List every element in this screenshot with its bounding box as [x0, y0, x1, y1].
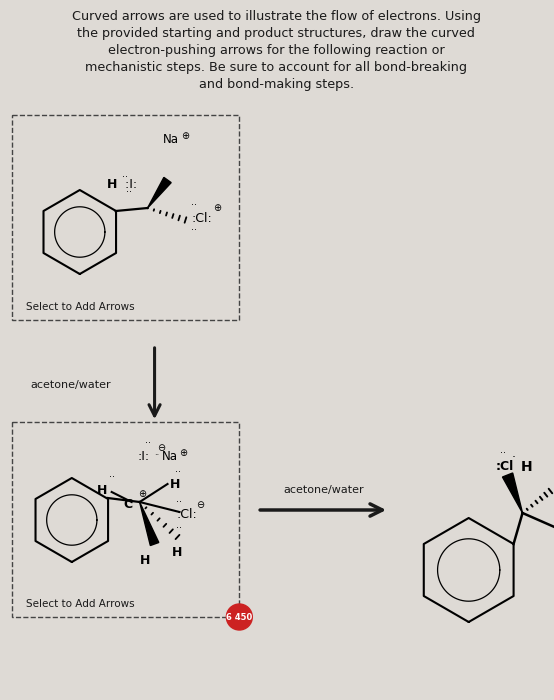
Text: Select to Add Arrows: Select to Add Arrows [26, 302, 135, 312]
Text: Select to Add Arrows: Select to Add Arrows [26, 599, 135, 609]
Text: ··: ·· [122, 172, 127, 182]
Text: ··: ·· [500, 448, 506, 458]
Text: ··: ·· [175, 467, 181, 477]
Text: ··: ·· [109, 472, 115, 482]
Bar [12, 422, 239, 617]
Text: :I:: :I: [137, 449, 150, 463]
Text: ·: · [511, 452, 516, 465]
Text: :Cl: :Cl [496, 461, 514, 473]
Text: ··: ·· [177, 523, 182, 533]
Text: H: H [521, 460, 532, 474]
Text: ⊖: ⊖ [157, 443, 166, 453]
Text: ⊖: ⊖ [197, 500, 204, 510]
Text: ··: ·· [126, 187, 132, 197]
Text: ··: ·· [192, 200, 197, 210]
Text: C: C [124, 498, 132, 510]
Text: :I:: :I: [121, 178, 137, 192]
Text: H: H [170, 477, 180, 491]
Text: H: H [140, 554, 150, 567]
Text: H: H [107, 178, 117, 192]
Text: ⊕: ⊕ [138, 489, 147, 499]
Text: ··: ·· [155, 452, 160, 461]
Text: Na: Na [162, 133, 178, 146]
Bar [12, 115, 239, 320]
Text: :Cl:: :Cl: [192, 211, 212, 225]
Text: ⊕: ⊕ [213, 203, 222, 213]
Text: Curved arrows are used to illustrate the flow of electrons. Using
the provided s: Curved arrows are used to illustrate the… [71, 10, 481, 91]
Polygon shape [140, 502, 159, 545]
Text: ··: ·· [145, 438, 151, 448]
Text: ⊕: ⊕ [182, 131, 189, 141]
Text: ··: ·· [192, 225, 197, 235]
Text: acetone/water: acetone/water [284, 485, 365, 495]
Text: H: H [98, 484, 107, 496]
Text: ··: ·· [177, 497, 182, 507]
Text: ⊕: ⊕ [179, 448, 188, 458]
Text: H: H [172, 546, 183, 559]
Text: :Cl:: :Cl: [177, 508, 197, 522]
Polygon shape [147, 177, 171, 208]
Text: Na: Na [162, 449, 177, 463]
Circle shape [227, 604, 252, 630]
Text: 6 450: 6 450 [226, 612, 253, 622]
Text: acetone/water: acetone/water [30, 380, 111, 390]
Polygon shape [502, 473, 522, 513]
